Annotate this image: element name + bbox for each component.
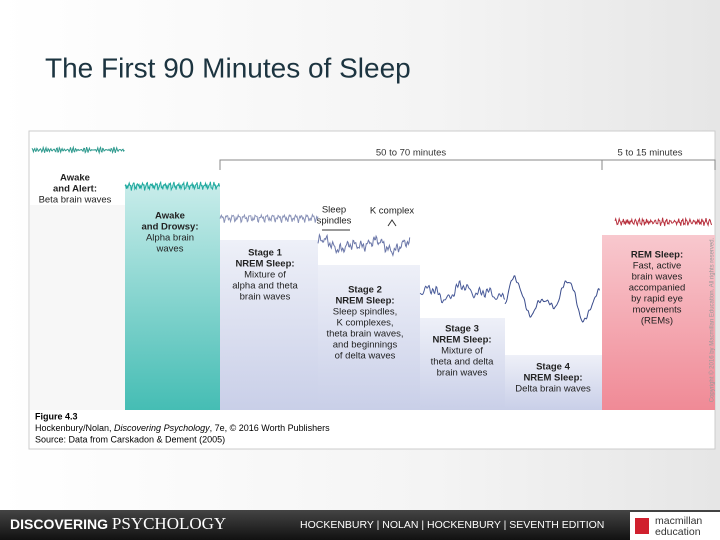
stage-description: Alpha brain [146,233,194,244]
duration-label: 50 to 70 minutes [376,148,446,159]
footer-bar [0,510,720,540]
annotation: Sleep [322,205,346,216]
stage-description: theta brain waves, [326,329,403,340]
stage-title: NREM Sleep: [235,259,294,270]
credit-book: Discovering Psychology [114,423,210,433]
stage-description: Beta brain waves [39,195,112,206]
stage-description: Fast, active [633,261,682,272]
brain-wave [31,145,125,155]
stage-description: waves [156,244,184,255]
stage-description: movements [632,305,681,316]
stage-title: and Alert: [53,184,97,195]
brain-wave [124,180,220,192]
stage-title: REM Sleep: [631,250,683,261]
awake-region [30,205,125,410]
footer-brand: DISCOVERING PSYCHOLOGY [10,514,226,533]
publisher: education [655,526,701,538]
stage-description: brain waves [240,292,291,303]
stage-title: Stage 3 [445,324,479,335]
copyright: Copyright © 2016 by Macmillan Education.… [709,237,716,402]
publisher-logo [635,518,649,534]
annotation-line [387,219,397,227]
stage3-region [420,318,505,410]
stage-title: Stage 2 [348,285,382,296]
caption-credit: Hockenbury/Nolan, Discovering Psychology… [35,423,330,433]
stage-title: Awake [60,173,90,184]
stage-title: NREM Sleep: [335,296,394,307]
rem-region [602,235,715,410]
footer-edition: HOCKENBURY | NOLAN | HOCKENBURY | SEVENT… [300,519,604,531]
stage-description: alpha and theta [232,281,298,292]
brain-wave [317,232,411,258]
credit: Hockenbury/Nolan, [35,423,114,433]
stage-title: Awake [155,211,185,222]
stage-description: K complexes, [336,318,393,329]
stage-description: brain waves [437,368,488,379]
stage-description: Delta brain waves [515,384,591,395]
brand-bold: DISCOVERING [10,516,108,532]
stage-description: brain waves [632,272,683,283]
stage-description: Mixture of [441,346,483,357]
stage-description: accompanied [629,283,686,294]
slide-title: The First 90 Minutes of Sleep [45,52,411,83]
brain-wave [419,279,506,304]
stage-title: NREM Sleep: [432,335,491,346]
stage-title: and Drowsy: [141,222,198,233]
stage-description: of delta waves [335,351,396,362]
label-bg [612,146,688,159]
brain-waves [31,145,713,323]
annotation: spindles [317,216,352,227]
stage-title: NREM Sleep: [523,373,582,384]
publisher: macmillan [655,515,702,527]
stage-description: theta and delta [431,357,495,368]
stage-description: by rapid eye [631,294,683,305]
stage-description: and beginnings [333,340,398,351]
caption-label: Figure 4.3 [35,411,78,421]
stage1-region [220,240,318,410]
label-bg [372,146,452,159]
drowsy-region [125,185,220,410]
stage2-region [318,265,420,410]
stage4-region [505,355,602,410]
brain-wave [614,216,713,227]
credit: , 7e, © 2016 Worth Publishers [210,423,331,433]
brand-light: PSYCHOLOGY [112,514,226,533]
stage-title: Stage 4 [536,362,571,373]
stage-description: Mixture of [244,270,286,281]
duration-label: 5 to 15 minutes [618,148,683,159]
stage-description: Sleep spindles, [333,307,397,318]
duration-bracket [219,159,716,170]
brain-wave [219,213,319,224]
annotation: K complex [370,206,415,217]
stage-description: (REMs) [641,316,673,327]
stage-title: Stage 1 [248,248,283,259]
caption-source: Source: Data from Carskadon & Dement (20… [35,434,225,444]
brain-wave [504,275,600,323]
